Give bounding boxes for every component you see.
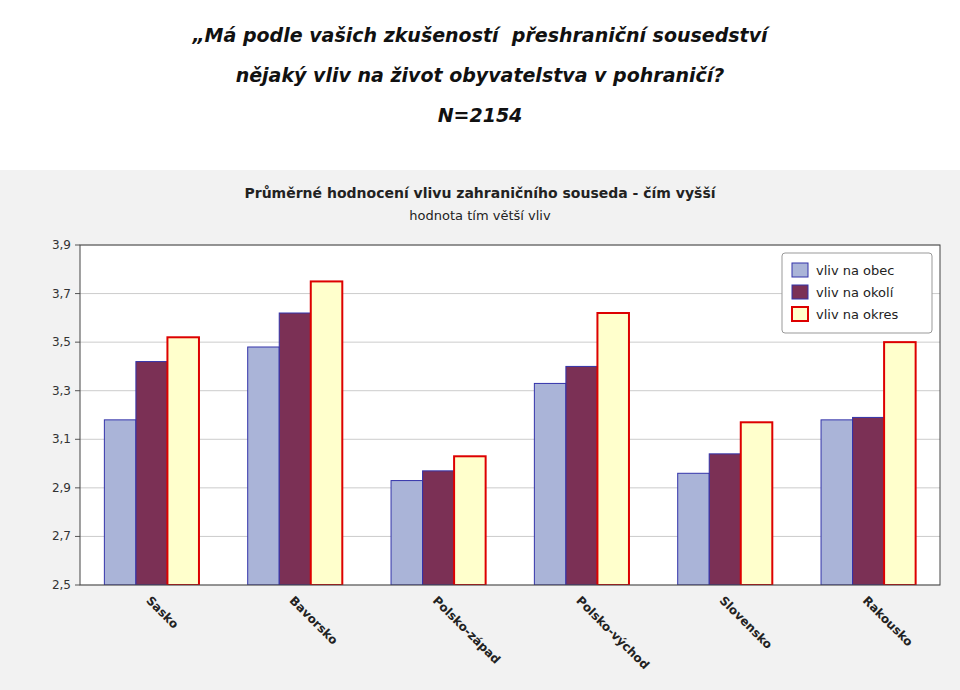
y-tick-label: 3,3 (52, 384, 71, 398)
plot-area (80, 245, 940, 585)
bar (597, 313, 629, 585)
bar (248, 347, 280, 585)
bar (709, 454, 741, 585)
grid-line (80, 342, 940, 343)
subtitle: hodnota tím větší vliv (409, 208, 551, 223)
x-tick-label: Polsko-východ (573, 593, 652, 672)
bar (279, 313, 311, 585)
grid-line (80, 390, 940, 391)
title: „Má podle vašich zkušeností přeshraniční… (191, 24, 770, 46)
y-tick-label: 2,9 (52, 481, 71, 495)
x-tick-label: Sasko (143, 593, 181, 631)
y-tick (75, 536, 80, 537)
y-tick (75, 439, 80, 440)
legend-swatch (792, 307, 808, 321)
bar (167, 337, 199, 585)
y-tick-label: 3,5 (52, 335, 71, 349)
bar (534, 383, 566, 585)
bar (678, 473, 710, 585)
grid-line (80, 536, 940, 537)
y-tick-label: 2,5 (52, 578, 71, 592)
legend-label: vliv na obec (816, 263, 894, 278)
bar (391, 481, 423, 585)
title: N=2154 (438, 104, 523, 126)
background (0, 0, 960, 690)
y-tick (75, 585, 80, 586)
y-tick-label: 2,7 (52, 529, 71, 543)
legend-swatch (792, 263, 808, 277)
x-tick-label: Slovensko (717, 593, 775, 651)
bar (454, 456, 486, 585)
bar (104, 420, 136, 585)
grid-line (80, 487, 940, 488)
x-tick-label: Polsko-západ (430, 593, 503, 666)
y-tick (75, 487, 80, 488)
y-tick (75, 293, 80, 294)
bar (136, 362, 168, 585)
subtitle: Průměrné hodnocení vlivu zahraničního so… (244, 185, 716, 201)
y-tick-label: 3,7 (52, 287, 71, 301)
y-tick-label: 3,1 (52, 432, 71, 446)
bar (884, 342, 916, 585)
grid (80, 245, 940, 585)
title-area (0, 0, 960, 170)
x-tick-label: Rakousko (860, 593, 916, 649)
y-tick (75, 245, 80, 246)
legend-frame (782, 253, 932, 333)
bar (853, 417, 885, 585)
legend: vliv na obec vliv na okolí vliv na okres (782, 253, 932, 333)
bar (566, 366, 598, 585)
legend-label: vliv na okolí (816, 285, 894, 300)
bar (311, 281, 343, 585)
x-tick-label: Bavorsko (287, 593, 341, 647)
legend-label: vliv na okres (816, 307, 899, 322)
title: nějaký vliv na život obyvatelstva v pohr… (236, 64, 725, 86)
bar (821, 420, 853, 585)
y-tick-label: 3,9 (52, 238, 71, 252)
legend-swatch (792, 285, 808, 299)
chart: „Má podle vašich zkušeností přeshraniční… (0, 0, 960, 690)
y-tick (75, 342, 80, 343)
bar (423, 471, 455, 585)
grid-line (80, 439, 940, 440)
plot-frame (80, 245, 940, 585)
bar (741, 422, 773, 585)
y-tick (75, 390, 80, 391)
